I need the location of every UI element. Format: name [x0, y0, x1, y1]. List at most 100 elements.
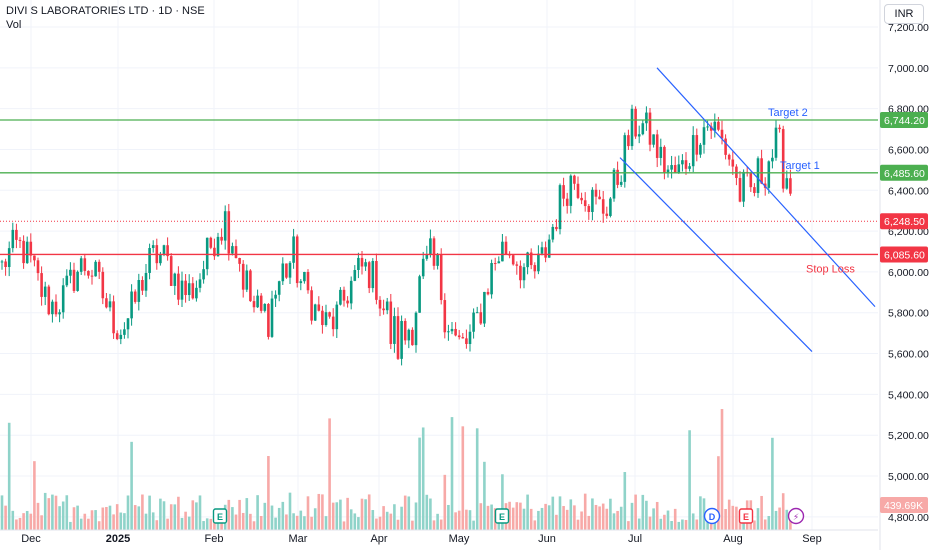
volume-bar — [454, 512, 457, 530]
candle-body — [555, 226, 558, 230]
candle-body — [771, 157, 774, 162]
volume-bar — [270, 505, 274, 530]
candle-body — [465, 338, 468, 345]
volume-bar — [655, 501, 659, 530]
time-axis-tick: Jun — [538, 533, 556, 545]
volume-bar — [540, 507, 544, 530]
volume-bar — [400, 506, 403, 530]
candle-body — [569, 175, 573, 206]
candle-body — [511, 255, 515, 265]
price-label-box — [880, 213, 928, 230]
volume-bar — [684, 519, 688, 530]
candle-body — [169, 256, 173, 286]
volume-bar — [112, 514, 115, 530]
candle-body — [558, 185, 562, 230]
candle-body — [591, 189, 594, 212]
volume-bar — [529, 508, 533, 530]
volume-bar — [475, 428, 479, 530]
volume-bar — [781, 493, 785, 530]
candle-body — [310, 290, 313, 321]
candle-body — [447, 331, 450, 333]
candle-body — [191, 283, 195, 299]
volume-bar — [335, 502, 339, 530]
candle-body — [364, 262, 367, 267]
candle-body — [245, 270, 249, 290]
candle-body — [411, 329, 414, 346]
volume-indicator-label: Vol — [6, 19, 22, 31]
volume-bar — [443, 474, 447, 530]
candle-body — [702, 127, 706, 145]
candle-body — [51, 301, 54, 315]
levels — [0, 119, 878, 256]
candle-body — [483, 291, 486, 324]
candle-body — [439, 254, 443, 301]
volume-bar — [706, 519, 709, 530]
candle-body — [616, 169, 619, 185]
candle-body — [22, 240, 25, 264]
earnings-icon — [494, 508, 510, 524]
channel — [619, 67, 876, 352]
volume-bar — [252, 521, 256, 530]
candle-body — [299, 281, 303, 284]
volume-bar — [641, 494, 645, 530]
candle-body — [328, 312, 331, 317]
candle-body — [623, 135, 627, 182]
candle-body — [141, 279, 144, 291]
volume-bar — [349, 509, 353, 530]
volume-bar — [501, 474, 504, 530]
candle-body — [562, 185, 565, 199]
volume-bar — [731, 505, 735, 530]
candle-body — [418, 276, 421, 313]
candle-body — [717, 121, 720, 130]
candle-body — [486, 291, 490, 295]
candle-body — [537, 253, 540, 272]
candle-body — [277, 281, 281, 295]
volume-bar — [537, 510, 540, 530]
candle-body — [393, 316, 396, 344]
candle-body — [29, 241, 33, 256]
candle-body — [353, 270, 357, 281]
volume-bar — [720, 409, 724, 530]
candle-body — [688, 166, 691, 169]
candle-body — [720, 129, 724, 139]
volume-bar — [285, 514, 288, 530]
candle-body — [655, 134, 659, 158]
time-axis-tick: Feb — [205, 533, 224, 545]
candle-body — [357, 257, 360, 271]
currency-button[interactable]: INR — [884, 4, 924, 24]
candle-body — [580, 197, 583, 201]
volume-bar — [727, 499, 731, 530]
candle-body — [256, 295, 259, 308]
volume-bar — [436, 513, 439, 530]
candle-body — [216, 236, 220, 257]
candle-body — [317, 304, 321, 311]
volume-bar — [72, 507, 76, 530]
volume-bar — [155, 520, 159, 530]
candle-body — [123, 329, 126, 335]
volume-bar — [450, 417, 454, 530]
candle-body — [274, 294, 277, 299]
candle-body — [119, 334, 123, 340]
volume-bar — [439, 519, 443, 530]
volume-bar — [421, 427, 425, 530]
candle-body — [627, 135, 630, 147]
volume-bar — [259, 516, 263, 530]
candle-body — [637, 134, 641, 137]
candle-body — [162, 245, 166, 255]
time-axis-tick: 2025 — [106, 533, 130, 545]
price-label-box — [880, 246, 928, 263]
candle-body — [285, 263, 288, 278]
candle-body — [475, 312, 479, 314]
candle-body — [54, 301, 58, 315]
volume-bar — [54, 495, 58, 530]
volume-bar — [396, 519, 400, 530]
price-axis-tick: 5,200.00 — [888, 430, 929, 442]
volume-bar — [591, 498, 594, 530]
volume-bar — [159, 498, 162, 530]
volume-bar — [65, 495, 69, 530]
time-axis-tick: Aug — [723, 533, 743, 545]
volume-bar — [328, 418, 331, 530]
price-axis-tick: 5,400.00 — [888, 389, 929, 401]
